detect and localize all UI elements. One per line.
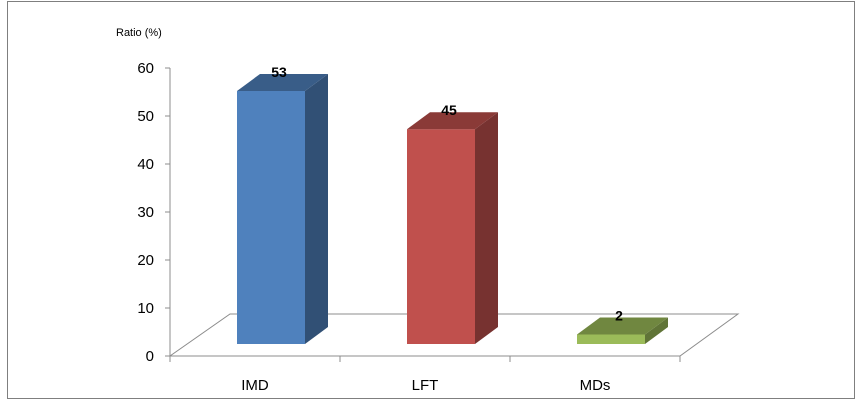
y-axis-ticks: 0 10 20 30 40 50 60 [137,60,170,365]
data-label: 53 [271,64,287,80]
bar-side-face [305,74,328,344]
data-labels: 53 45 2 [271,64,623,323]
y-tick-label: 40 [137,156,154,173]
bar-side-face [475,112,498,344]
chart-frame [7,1,855,399]
y-axis-label: Ratio (%) [116,27,162,39]
data-label: 2 [615,307,623,323]
y-tick-label: 60 [137,60,154,77]
x-category-label: LFT [412,377,439,394]
bar-top-face [577,317,668,335]
y-tick-label: 10 [137,300,154,317]
bar-front-face [577,334,645,344]
y-tick-label: 30 [137,204,154,221]
y-tick-label: 0 [146,348,154,365]
bar-imd [237,74,328,344]
bar-mds [577,317,668,344]
x-axis-ticks: IMD LFT MDs [169,356,681,394]
x-category-label: IMD [241,377,269,394]
bars [237,74,668,344]
y-tick-label: 20 [137,252,154,269]
y-tick-label: 50 [137,108,154,125]
bar-top-face [237,74,328,91]
bar-lft [407,112,498,344]
bar-front-face [407,129,475,344]
bar-front-face [237,91,305,344]
x-category-label: MDs [580,377,611,394]
bar-side-face [645,317,668,344]
data-label: 45 [441,102,457,118]
bar-top-face [407,112,498,130]
